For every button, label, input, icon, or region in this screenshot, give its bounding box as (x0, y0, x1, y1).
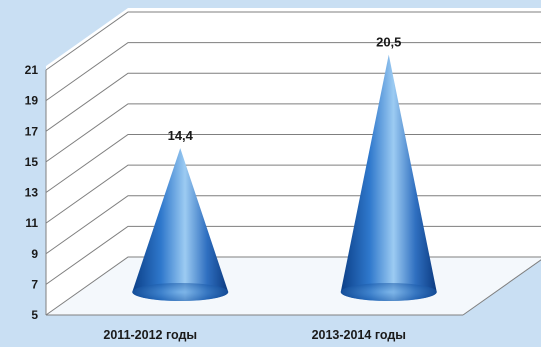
gridline (45, 11, 541, 71)
gridline (45, 103, 541, 163)
x-axis: 2011-2012 годы 2013-2014 годы (103, 328, 406, 342)
y-axis: 5 7 9 11 13 15 17 19 21 (25, 63, 39, 322)
y-tick-label: 21 (25, 63, 39, 77)
y-tick-label: 17 (25, 124, 39, 138)
gridline (45, 134, 541, 193)
y-tick-label: 7 (31, 277, 38, 291)
floor (46, 257, 541, 315)
y-tick-label: 5 (31, 308, 38, 322)
cones (132, 54, 437, 302)
y-tick-label: 19 (25, 94, 39, 108)
cone-body (340, 54, 437, 302)
back-wall (128, 8, 541, 257)
y-tick-label: 15 (25, 155, 39, 169)
y-tick-label: 13 (25, 186, 39, 200)
gridline (45, 72, 541, 132)
cone-base (340, 283, 437, 301)
cone-base (132, 283, 229, 301)
x-category-label: 2011-2012 годы (103, 328, 197, 342)
y-tick-label: 9 (31, 247, 38, 261)
data-label: 20,5 (376, 35, 401, 50)
gridline (45, 42, 541, 102)
data-labels: 14,4 20,5 (168, 35, 402, 143)
floor-edge (462, 259, 541, 316)
x-category-label: 2013-2014 годы (312, 328, 406, 342)
cone-bar (340, 54, 437, 302)
y-tick-label: 11 (25, 216, 38, 230)
plot-area (46, 8, 541, 315)
side-wall (46, 8, 128, 315)
data-label: 14,4 (168, 128, 194, 143)
cone-bar (132, 148, 229, 302)
cone-body (132, 148, 229, 302)
